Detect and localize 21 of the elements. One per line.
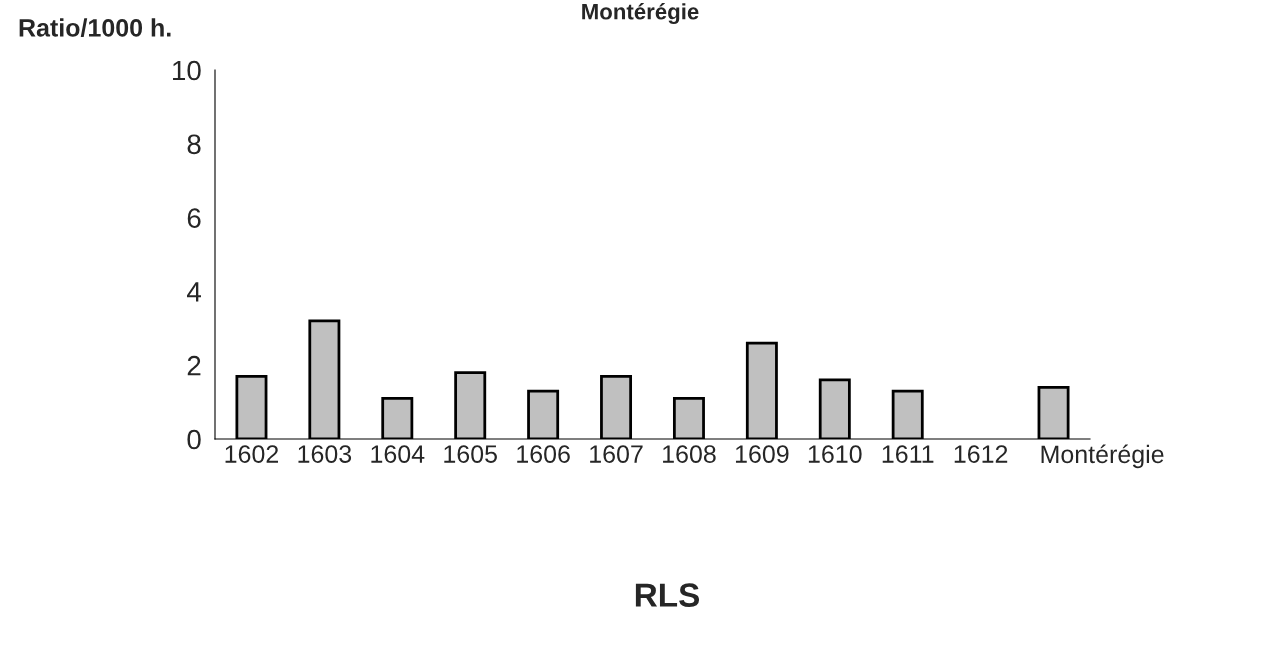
x-tick-label: 1602	[225, 445, 279, 463]
y-tick-label: 10	[173, 60, 201, 81]
y-tick-label: 4	[187, 282, 201, 302]
x-tick-label: 1603	[298, 445, 352, 463]
x-tick-label: 1606	[517, 445, 570, 463]
x-tick-label: 1604	[371, 445, 425, 463]
x-tick-label: 1605	[444, 445, 497, 463]
y-axis-title: Ratio/1000 h.	[19, 18, 171, 37]
x-tick-label: 1608	[663, 445, 716, 463]
y-tick-label: 0	[187, 429, 201, 450]
chart-title: Montérégie	[582, 3, 699, 25]
x-tick-label: 1612	[954, 445, 1008, 463]
x-axis-title: RLS	[635, 583, 700, 607]
x-tick-label: 1610	[808, 445, 862, 463]
y-tick-label: 2	[187, 355, 201, 376]
x-tick-label: 1611	[882, 445, 934, 463]
x-tick-label: 1609	[735, 445, 789, 463]
y-tick-label: 8	[187, 134, 201, 155]
y-tick-label: 6	[187, 208, 201, 228]
x-tick-label: 1607	[590, 445, 643, 463]
x-tick-label: Montérégie	[1041, 444, 1164, 469]
